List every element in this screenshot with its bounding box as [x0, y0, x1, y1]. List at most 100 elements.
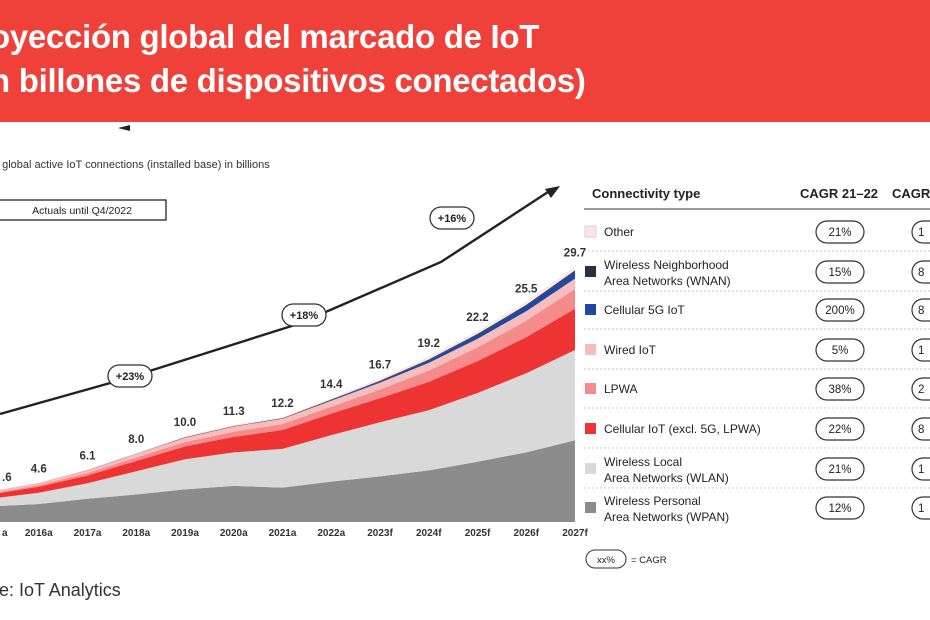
cagr2-pill [911, 417, 930, 441]
cagr1-value: 21% [828, 464, 851, 476]
top-arrow-fragment [118, 125, 130, 131]
legend-swatch [585, 502, 596, 513]
page-title-line-1: oyección global del marcado de IoT [0, 18, 540, 55]
legend-header: Connectivity type [592, 186, 700, 201]
legend-label-line1: Wireless Neighborhood [604, 258, 729, 272]
legend-swatch [585, 383, 596, 394]
actuals-note: Actuals until Q4/2022 [32, 205, 132, 217]
iot-connections-chart: f global active IoT connections (install… [0, 125, 930, 569]
cagr-bubble [281, 303, 327, 327]
key-sample-pill [585, 549, 627, 569]
legend-label-line2: Area Networks (WNAN) [604, 274, 731, 288]
cagr2-pill [911, 496, 930, 520]
x-tick-label: 2026f [513, 528, 539, 539]
page-title-line-2: n billones de dispositivos conectados) [0, 62, 586, 99]
legend-label-line2: Area Networks (WPAN) [604, 510, 729, 524]
cagr1-pill [815, 496, 865, 520]
total-label: 8.0 [128, 434, 144, 446]
cagr1-pill [815, 377, 865, 401]
cagr2-value: 1 [918, 503, 924, 515]
cagr2-value: 1 [918, 227, 924, 239]
chart-subtitle: f global active IoT connections (install… [0, 159, 270, 171]
x-tick-label: 2022a [317, 528, 345, 539]
cagr1-value: 22% [828, 424, 851, 436]
total-label: 11.3 [223, 406, 245, 418]
x-tick-label: 2021a [269, 528, 297, 539]
legend-label-line1: Wireless Local [604, 455, 682, 469]
cagr1-pill [815, 298, 865, 322]
x-tick-label: 2020a [220, 528, 248, 539]
legend-label: Cellular 5G IoT [604, 303, 685, 317]
total-label: 29.7 [564, 248, 586, 260]
x-tick-label: 2024f [416, 528, 442, 539]
cagr1-pill [815, 220, 865, 244]
cagr2-pill [911, 457, 930, 481]
total-label: .6 [2, 472, 12, 484]
cagr1-pill [815, 260, 865, 284]
total-label: 4.6 [31, 463, 47, 475]
cagr1-pill [815, 338, 865, 362]
cagr-bubble [107, 364, 153, 388]
legend-swatch [585, 266, 596, 277]
cagr2-value: 8 [918, 424, 924, 436]
legend-col-cagr: CAGR [892, 186, 930, 201]
cagr-bubble-label: +18% [290, 310, 319, 322]
total-label: 10.0 [174, 417, 196, 429]
cagr2-value: 8 [918, 267, 924, 279]
cagr1-value: 15% [828, 267, 851, 279]
legend-label-line2: Area Networks (WLAN) [604, 471, 729, 485]
cagr1-pill [815, 417, 865, 441]
cagr-bubble-label: +16% [438, 213, 467, 225]
legend-swatch [584, 225, 597, 238]
legend-label: Other [604, 225, 634, 239]
cagr2-value: 1 [918, 345, 924, 357]
legend-label: Cellular IoT (excl. 5G, LPWA) [604, 422, 761, 436]
total-label: 22.2 [466, 312, 488, 324]
cagr1-value: 200% [825, 305, 854, 317]
trend-arrow-head [545, 186, 560, 198]
total-label: 14.4 [320, 379, 343, 391]
cagr1-pill [815, 457, 865, 481]
key-text: = CAGR [631, 555, 667, 566]
total-label: 19.2 [418, 338, 440, 350]
title-banner: oyección global del marcado de IoT n bil… [0, 0, 930, 122]
legend-label: LPWA [604, 382, 638, 396]
actuals-box [0, 199, 167, 221]
cagr1-value: 38% [828, 384, 851, 396]
cagr2-value: 8 [918, 305, 924, 317]
area-wpan [0, 440, 575, 522]
x-tick-label: 2027f [562, 528, 588, 539]
cagr2-pill [911, 260, 930, 284]
total-label: 16.7 [369, 359, 391, 371]
cagr2-value: 1 [918, 464, 924, 476]
cagr2-pill [911, 298, 930, 322]
legend-label-line1: Wireless Personal [604, 494, 701, 508]
total-label: 12.2 [271, 398, 293, 410]
cagr2-pill [911, 338, 930, 362]
x-tick-label: 2016a [25, 528, 53, 539]
area-wlan [0, 350, 575, 506]
cagr2-value: 2 [918, 384, 924, 396]
x-tick-label: 2025f [465, 528, 491, 539]
cagr1-value: 21% [828, 227, 851, 239]
x-tick-label: a [2, 528, 8, 539]
cagr1-value: 12% [828, 503, 851, 515]
legend-swatch [585, 423, 596, 434]
cagr1-value: 5% [832, 345, 849, 357]
total-label: 25.5 [515, 284, 538, 296]
legend-swatch [585, 304, 596, 315]
key-sample: xx% [597, 555, 616, 566]
x-tick-label: 2019a [171, 528, 199, 539]
source-note: te: IoT Analytics [0, 580, 121, 600]
x-tick-label: 2023f [367, 528, 393, 539]
cagr2-pill [911, 220, 930, 244]
cagr2-pill [911, 377, 930, 401]
cagr-bubble [429, 206, 475, 230]
cagr-bubble-label: +23% [116, 371, 145, 383]
legend-label: Wired IoT [604, 343, 657, 357]
legend-swatch [585, 344, 596, 355]
legend-swatch [585, 463, 596, 474]
x-tick-label: 2018a [122, 528, 150, 539]
legend-col-cagr-21-22: CAGR 21–22 [800, 186, 878, 201]
total-label: 6.1 [80, 451, 97, 463]
